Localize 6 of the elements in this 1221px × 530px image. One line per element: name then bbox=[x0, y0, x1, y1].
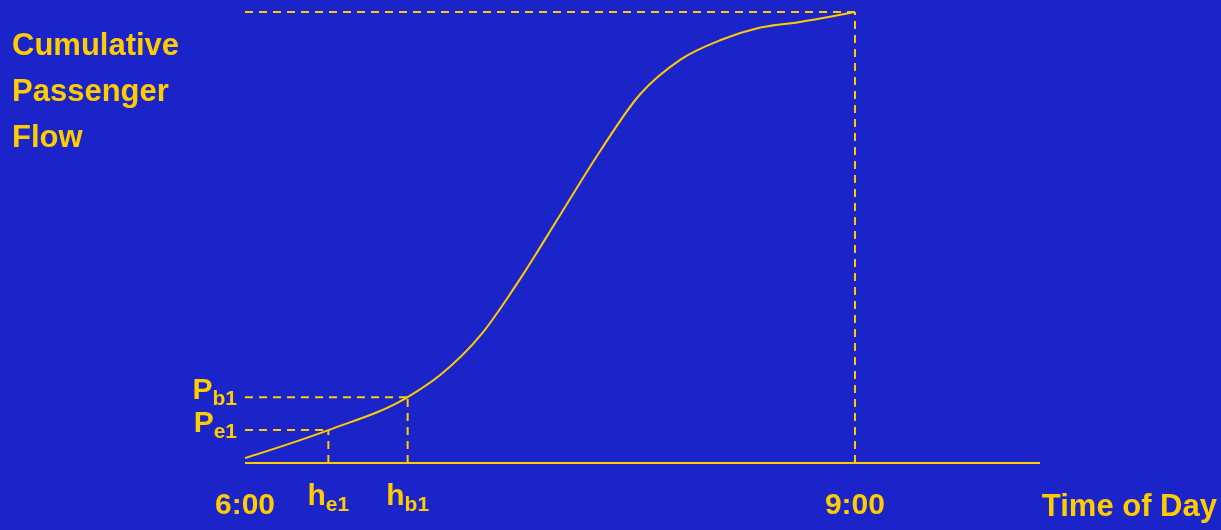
y-axis-title: Cumulative Passenger Flow bbox=[12, 26, 181, 156]
x-tick-label: 6:00 bbox=[214, 487, 276, 521]
ref-line-label: h$_{e1}$ bbox=[307, 478, 350, 516]
x-tick-label: 9:00 bbox=[824, 487, 885, 521]
ref-line-label: h$_{b1}$ bbox=[386, 478, 430, 516]
x-axis-title: Time of Day bbox=[1041, 488, 1217, 524]
